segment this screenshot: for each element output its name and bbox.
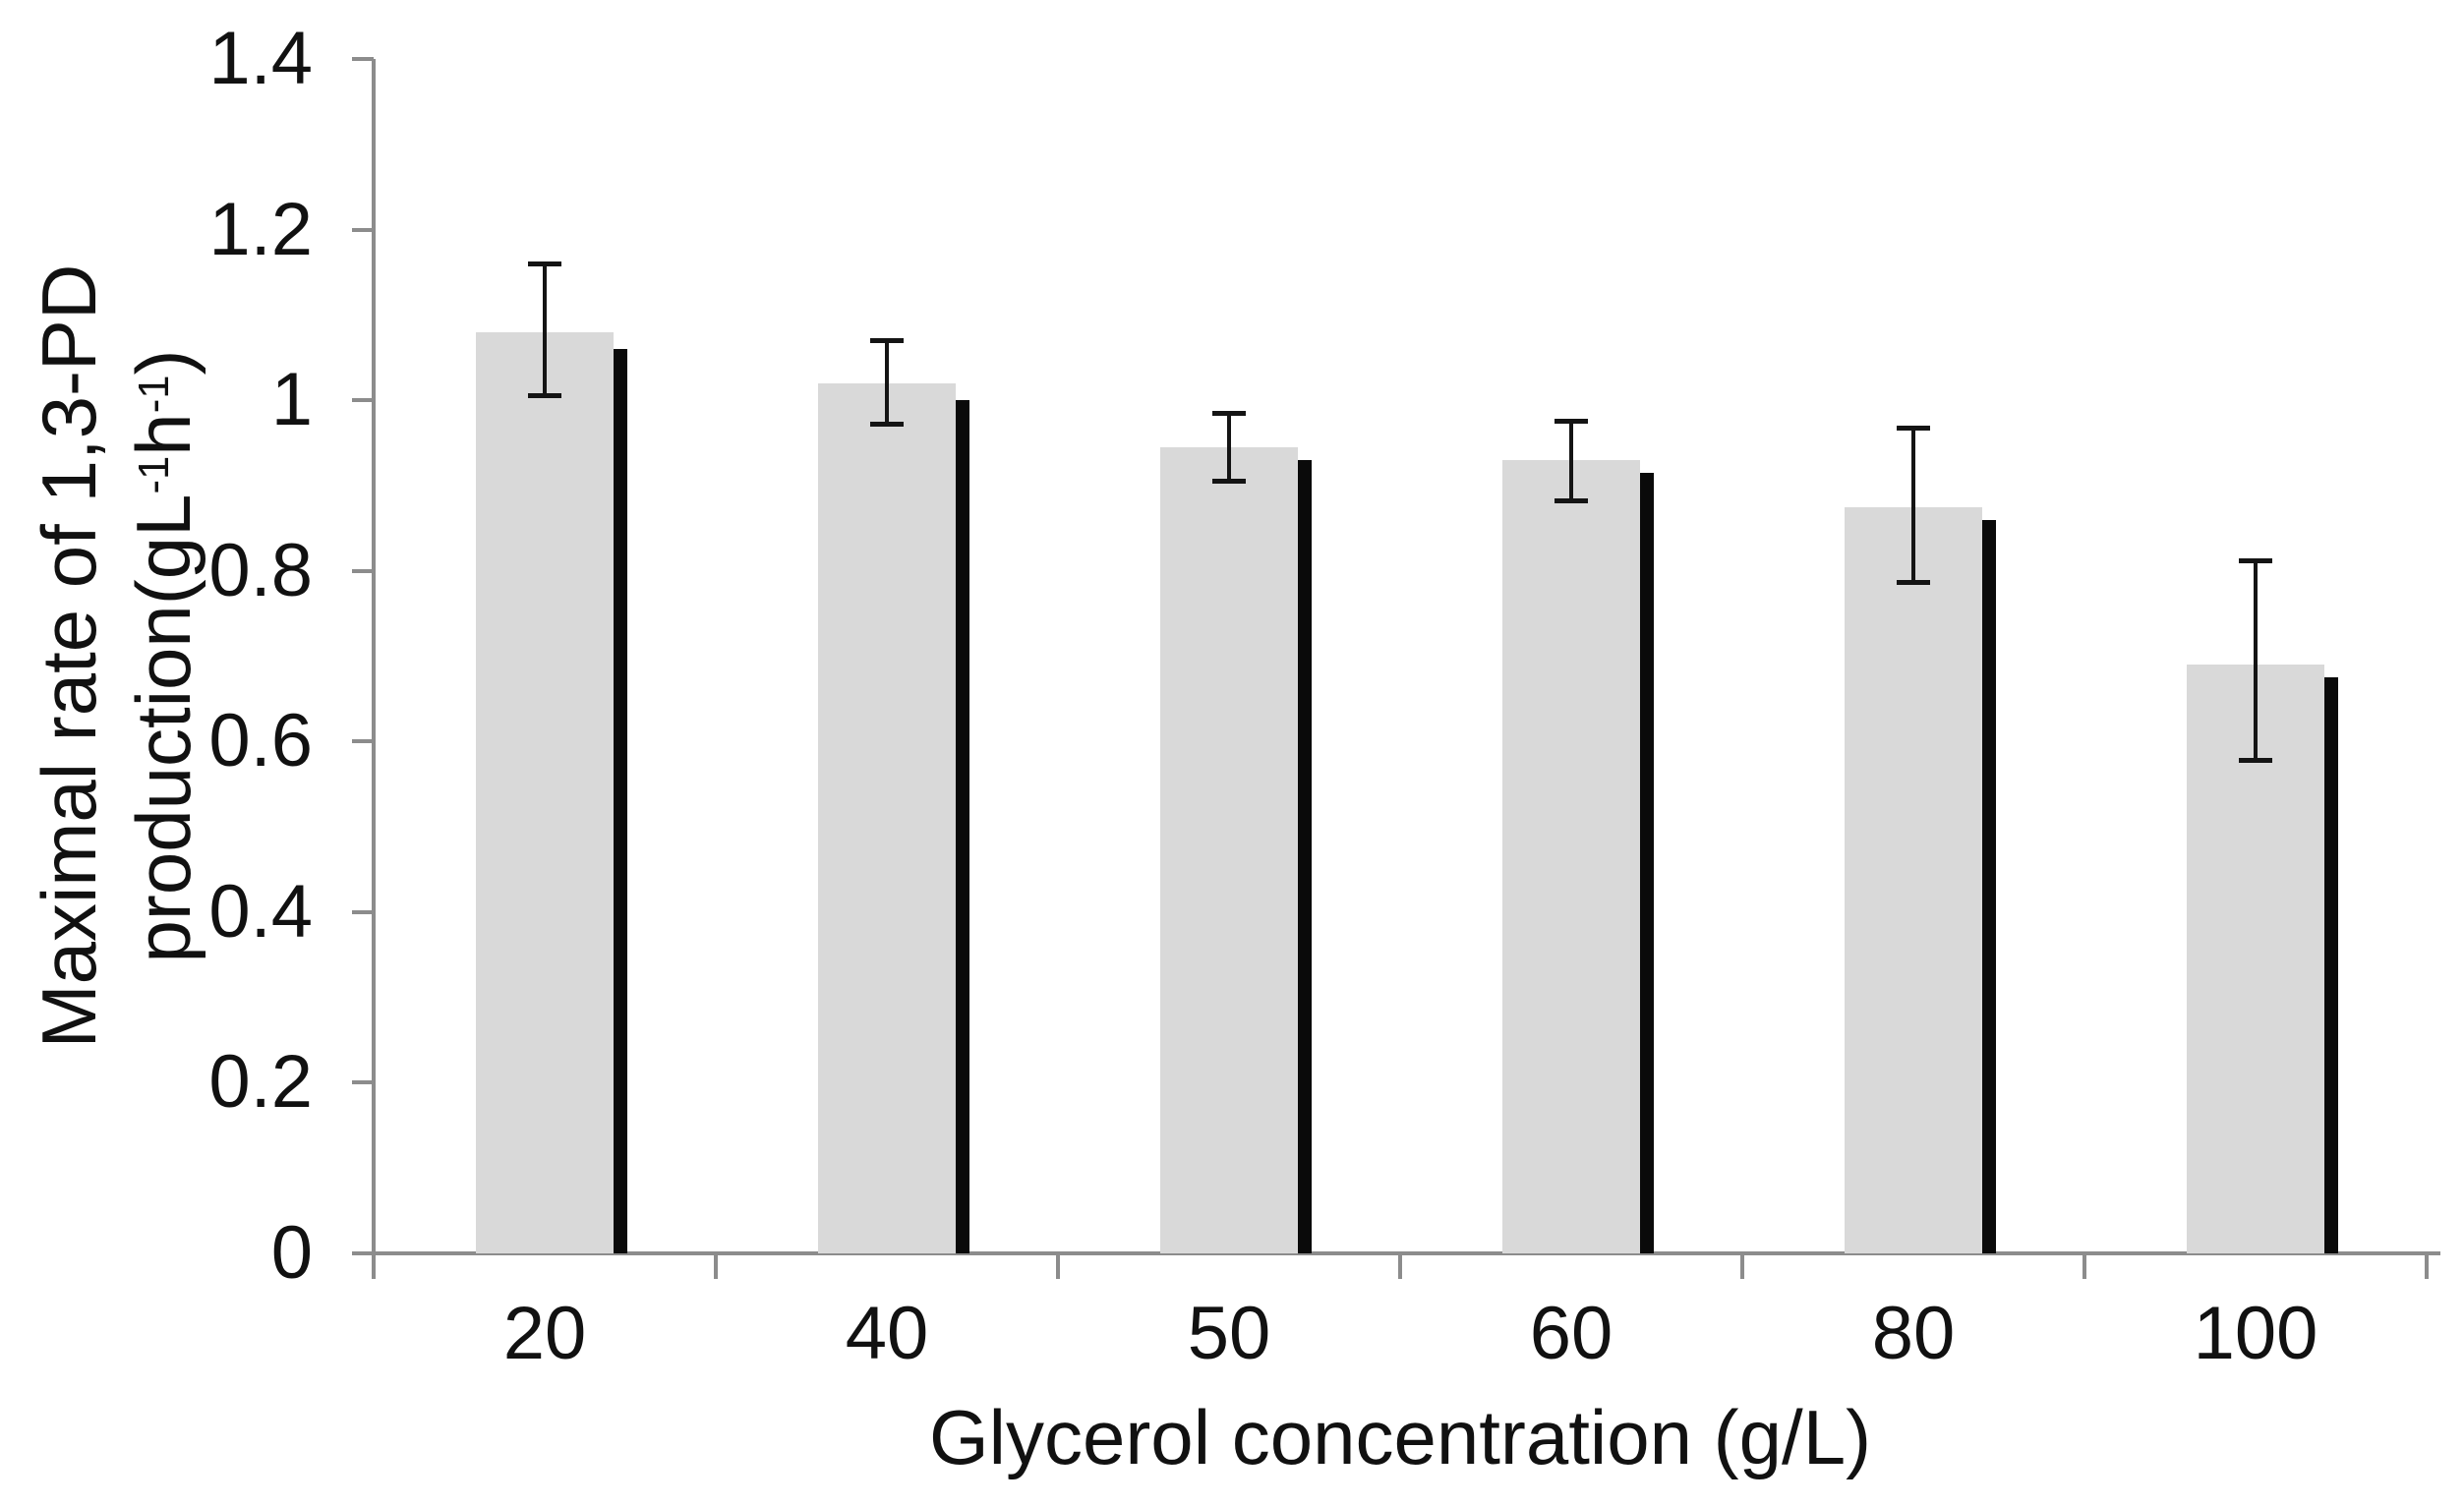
error-bar-line-40	[885, 340, 889, 426]
error-bar-cap-top-60	[1555, 418, 1588, 424]
y-tick-label-0.4: 0.4	[208, 869, 313, 954]
x-tick-mark-5	[2083, 1253, 2086, 1279]
x-tick-mark-4	[1740, 1253, 1744, 1279]
error-bar-line-100	[2254, 560, 2258, 762]
y-tick-mark-0	[352, 1251, 374, 1255]
y-tick-mark-1.4	[352, 57, 374, 61]
y-tick-label-0.2: 0.2	[208, 1040, 313, 1125]
bar-50	[1160, 446, 1298, 1253]
bar-shadow-40	[956, 400, 969, 1253]
y-axis-title-line1: Maximal rate of 1,3-PD	[26, 263, 112, 1049]
error-bar-cap-top-20	[528, 261, 561, 267]
y-tick-mark-1	[352, 398, 374, 403]
x-axis-title: Glycerol concentration (g/L)	[928, 1394, 1872, 1480]
y-tick-label-0.6: 0.6	[208, 699, 313, 783]
y-axis-line	[372, 59, 376, 1279]
y-tick-label-0.8: 0.8	[208, 528, 313, 612]
error-bar-cap-bottom-60	[1555, 498, 1588, 504]
x-tick-mark-2	[1056, 1253, 1060, 1279]
y-tick-mark-0.2	[352, 1080, 374, 1085]
bar-shadow-60	[1640, 472, 1654, 1253]
y-tick-mark-0.8	[352, 568, 374, 573]
error-bar-cap-top-80	[1897, 425, 1930, 431]
error-bar-line-50	[1227, 413, 1231, 482]
x-tick-mark-6	[2425, 1253, 2429, 1279]
error-bar-cap-bottom-40	[870, 422, 904, 428]
x-tick-mark-1	[714, 1253, 718, 1279]
x-category-label-40: 40	[845, 1292, 929, 1375]
superscript-minus-one: -1	[130, 455, 179, 494]
y-axis-title: Maximal rate of 1,3-PD production(gL-1h-…	[22, 59, 223, 1253]
bar-40	[818, 382, 956, 1253]
x-category-label-80: 80	[1871, 1292, 1956, 1375]
y-tick-label-1: 1	[270, 358, 313, 442]
error-bar-cap-bottom-80	[1897, 579, 1930, 585]
error-bar-cap-bottom-100	[2239, 758, 2272, 764]
x-category-label-20: 20	[502, 1292, 587, 1375]
x-tick-mark-3	[1398, 1253, 1402, 1279]
error-bar-cap-top-40	[870, 338, 904, 344]
bar-60	[1502, 459, 1640, 1253]
error-bar-cap-top-100	[2239, 558, 2272, 564]
bar-shadow-50	[1298, 459, 1312, 1253]
bar-20	[476, 331, 614, 1253]
y-tick-label-1.4: 1.4	[208, 17, 313, 100]
superscript-minus-one: -1	[130, 375, 179, 414]
y-tick-label-0: 0	[270, 1211, 313, 1295]
error-bar-cap-bottom-20	[528, 392, 561, 398]
y-tick-mark-0.6	[352, 739, 374, 744]
error-bar-cap-top-50	[1212, 411, 1246, 417]
y-tick-mark-0.4	[352, 909, 374, 914]
error-bar-line-60	[1569, 420, 1573, 502]
error-bar-line-80	[1911, 427, 1915, 583]
bar-shadow-20	[614, 349, 627, 1253]
bar-shadow-100	[2324, 677, 2338, 1253]
x-category-label-50: 50	[1187, 1292, 1271, 1375]
bar-shadow-80	[1982, 519, 1996, 1253]
bar-80	[1845, 506, 1982, 1253]
x-category-label-100: 100	[2193, 1292, 2318, 1375]
y-axis-title-line2: production(gL-1h-1)	[120, 349, 206, 963]
y-tick-mark-1.2	[352, 227, 374, 232]
y-tick-label-1.2: 1.2	[208, 187, 313, 271]
x-category-label-60: 60	[1529, 1292, 1613, 1375]
x-axis-line	[352, 1251, 2440, 1255]
error-bar-line-20	[543, 263, 547, 396]
error-bar-cap-bottom-50	[1212, 478, 1246, 484]
